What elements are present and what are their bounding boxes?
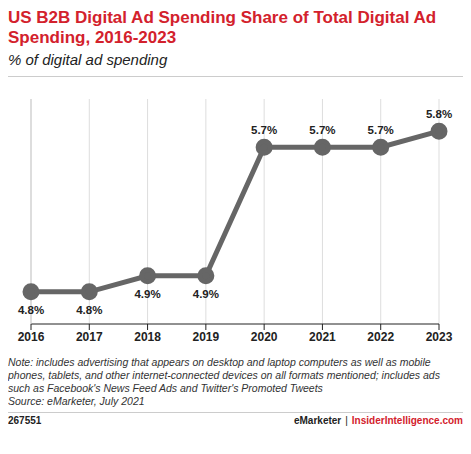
svg-text:5.7%: 5.7% <box>368 124 394 136</box>
html-text:% of digital ad spending: % of digital ad spending <box>8 51 168 68</box>
svg-text:2016: 2016 <box>18 330 45 344</box>
svg-text:4.9%: 4.9% <box>134 288 160 300</box>
svg-text:2018: 2018 <box>134 330 161 344</box>
svg-text:2019: 2019 <box>193 330 220 344</box>
svg-text:4.8%: 4.8% <box>76 304 102 316</box>
html-text:eMarketer | InsiderIntelligenc: eMarketer | InsiderIntelligence.com <box>294 415 463 426</box>
html-text:Note: includes advertising tha: Note: includes advertising that appears … <box>8 356 440 394</box>
html-text:267551: 267551 <box>8 415 42 426</box>
html-text:US B2B Digital Ad Spending Sha: US B2B Digital Ad Spending Share of Tota… <box>8 8 437 47</box>
svg-text:4.8%: 4.8% <box>18 304 44 316</box>
svg-text:5.8%: 5.8% <box>426 108 452 120</box>
svg-text:2022: 2022 <box>367 330 394 344</box>
svg-text:5.7%: 5.7% <box>251 124 277 136</box>
svg-text:2021: 2021 <box>309 330 336 344</box>
html-text:Source: eMarketer, July 2021: Source: eMarketer, July 2021 <box>8 395 145 407</box>
svg-text:2023: 2023 <box>426 330 453 344</box>
svg-text:4.9%: 4.9% <box>193 288 219 300</box>
svg-text:2020: 2020 <box>251 330 278 344</box>
svg-text:5.7%: 5.7% <box>309 124 335 136</box>
svg-text:2017: 2017 <box>76 330 103 344</box>
